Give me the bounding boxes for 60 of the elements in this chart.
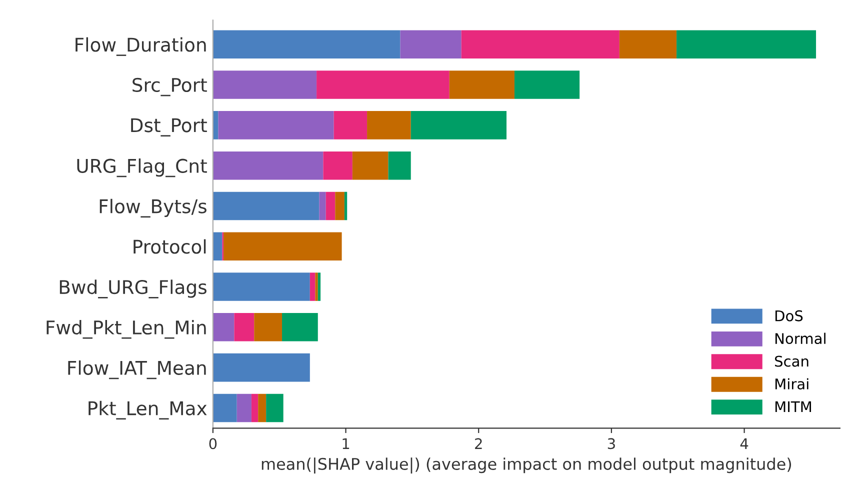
x-tick-label: 1 bbox=[342, 438, 350, 449]
bar bbox=[400, 30, 462, 59]
bar bbox=[212, 70, 317, 99]
bar bbox=[251, 394, 258, 422]
bar bbox=[410, 111, 507, 140]
bar bbox=[619, 30, 677, 59]
legend-label: Normal bbox=[775, 332, 826, 344]
bar bbox=[676, 30, 816, 59]
x-tick-label: 0 bbox=[209, 438, 217, 450]
bar bbox=[212, 111, 218, 140]
y-tick-label: Src_Port bbox=[132, 78, 207, 96]
y-tick-label: Bwd_URG_Flags bbox=[60, 280, 206, 298]
bar bbox=[514, 70, 580, 99]
bar bbox=[334, 111, 368, 140]
x-tick-label: 4 bbox=[740, 438, 748, 449]
bar bbox=[266, 394, 284, 422]
legend-label: MITM bbox=[775, 401, 811, 412]
bar bbox=[212, 313, 234, 342]
bar bbox=[318, 272, 321, 301]
y-tick-label: URG_Flag_Cnt bbox=[77, 158, 207, 178]
legend-label: DoS bbox=[775, 310, 803, 322]
y-tick-label: Flow_Byts/s bbox=[100, 198, 206, 218]
x-tick-label: 3 bbox=[608, 438, 615, 450]
bar bbox=[224, 232, 342, 261]
bar bbox=[212, 232, 222, 261]
y-tick-label: Flow_Duration bbox=[76, 37, 206, 56]
x-axis-title: mean(|SHAP value|) (average impact on model output magnitude) bbox=[262, 458, 792, 474]
bar bbox=[212, 394, 237, 422]
bar bbox=[335, 192, 344, 220]
bar bbox=[218, 111, 334, 140]
bar bbox=[315, 272, 318, 301]
bar bbox=[212, 30, 400, 59]
bar bbox=[254, 313, 282, 342]
legend-label: Mirai bbox=[775, 378, 808, 390]
y-tick-label: Flow_IAT_Mean bbox=[68, 360, 206, 380]
y-tick-label: Fwd_Pkt_Len_Min bbox=[46, 320, 206, 339]
y-tick-label: Dst_Port bbox=[131, 118, 207, 136]
bar bbox=[352, 151, 388, 180]
bar bbox=[212, 192, 320, 220]
bar bbox=[323, 151, 352, 180]
bar bbox=[212, 151, 324, 180]
bar bbox=[212, 272, 310, 301]
bar bbox=[449, 70, 514, 99]
legend-label: Scan bbox=[775, 356, 808, 367]
bar bbox=[310, 272, 316, 301]
bar bbox=[388, 151, 411, 180]
bar bbox=[234, 313, 254, 342]
y-tick-label: Protocol bbox=[134, 239, 206, 254]
bar bbox=[326, 192, 336, 220]
bar bbox=[461, 30, 620, 59]
x-tick-label: 2 bbox=[475, 438, 482, 449]
bar bbox=[319, 192, 326, 220]
bar bbox=[344, 192, 348, 220]
bar bbox=[236, 394, 252, 422]
bar bbox=[258, 394, 266, 422]
bar bbox=[212, 353, 310, 382]
y-tick-label: Pkt_Len_Max bbox=[88, 400, 207, 420]
bar bbox=[316, 70, 450, 99]
bar bbox=[367, 111, 411, 140]
bar bbox=[282, 313, 318, 342]
